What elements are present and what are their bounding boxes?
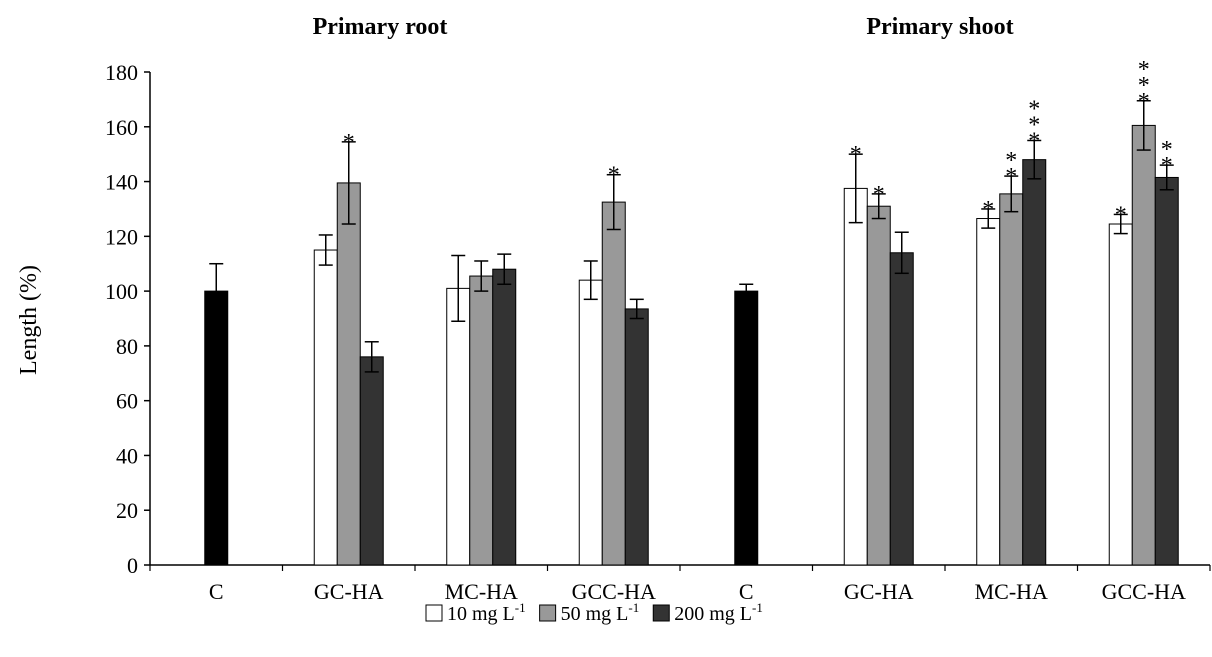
bar-2 xyxy=(469,275,494,566)
bar-1 xyxy=(843,187,868,566)
y-tick-label: 140 xyxy=(105,170,138,195)
y-tick-labels: 0 20 40 60 80 100 120 140 160 180 xyxy=(105,60,138,578)
bar-2 xyxy=(601,201,626,566)
y-tick-label: 20 xyxy=(116,498,138,523)
bar-3 xyxy=(359,356,384,566)
y-tick-label: 180 xyxy=(105,60,138,85)
significance-star: * xyxy=(1138,57,1150,83)
y-tick-label: 0 xyxy=(127,553,138,578)
bar-control xyxy=(204,290,229,566)
x-tick-label: GCC-HA xyxy=(572,579,656,604)
bar-1 xyxy=(313,249,338,566)
significance-star: * xyxy=(1161,153,1173,179)
significance-star: * xyxy=(1005,148,1017,174)
y-tick-label: 160 xyxy=(105,115,138,140)
significance-star: * xyxy=(850,142,862,168)
x-tick-label: MC-HA xyxy=(445,579,518,604)
y-tick-label: 80 xyxy=(116,334,138,359)
significance-star: * xyxy=(1028,112,1040,138)
x-tick-labels: C GC-HA MC-HA GCC-HA C GC-HA MC-HA GCC-HA xyxy=(209,579,1186,604)
y-tick-label: 100 xyxy=(105,279,138,304)
x-tick-label: GC-HA xyxy=(314,579,384,604)
bars: **************** xyxy=(204,57,1179,566)
significance-star: * xyxy=(1138,89,1150,115)
significance-star: * xyxy=(873,182,885,208)
significance-star: * xyxy=(1138,73,1150,99)
legend-swatch xyxy=(425,604,443,622)
bar-control xyxy=(734,290,759,566)
bar-1 xyxy=(578,279,603,566)
legend: 10 mg L-1 50 mg L-1 200 mg L-1 xyxy=(425,600,763,625)
significance-star: * xyxy=(343,130,355,156)
significance-star: * xyxy=(608,163,620,189)
significance-star: * xyxy=(1005,164,1017,190)
legend-label: 10 mg L-1 xyxy=(447,600,526,625)
legend-swatch xyxy=(539,604,557,622)
y-axis-label: Length (%) xyxy=(16,265,42,375)
legend-swatch xyxy=(652,604,670,622)
y-tick-label: 120 xyxy=(105,224,138,249)
legend-label: 50 mg L-1 xyxy=(561,600,640,625)
significance-star: * xyxy=(1028,96,1040,122)
bar-3 xyxy=(1154,176,1179,566)
axes xyxy=(144,71,1211,571)
x-tick-label: C xyxy=(739,579,754,604)
significance-star: * xyxy=(1028,128,1040,154)
bar-1 xyxy=(976,218,1001,566)
significance-star: * xyxy=(1115,202,1127,228)
x-tick-label: MC-HA xyxy=(975,579,1048,604)
panel-title-shoot: Primary shoot xyxy=(866,14,1013,40)
significance-star: * xyxy=(982,197,994,223)
x-tick-label: GC-HA xyxy=(844,579,914,604)
significance-star: * xyxy=(1161,137,1173,163)
y-tick-label: 40 xyxy=(116,443,138,468)
bar-1 xyxy=(1108,223,1133,566)
bar-2 xyxy=(336,182,361,566)
y-tick-label: 60 xyxy=(116,389,138,414)
bar-3 xyxy=(492,268,517,566)
panel-title-root: Primary root xyxy=(313,14,448,40)
bar-2 xyxy=(866,205,891,566)
x-tick-label: GCC-HA xyxy=(1102,579,1186,604)
bar-3 xyxy=(1022,159,1047,566)
bar-3 xyxy=(624,308,649,566)
bar-2 xyxy=(999,193,1024,566)
legend-label: 200 mg L-1 xyxy=(674,600,763,625)
bar-2 xyxy=(1131,124,1156,566)
x-tick-label: C xyxy=(209,579,224,604)
bar-1 xyxy=(446,287,471,566)
bar-3 xyxy=(889,252,914,566)
